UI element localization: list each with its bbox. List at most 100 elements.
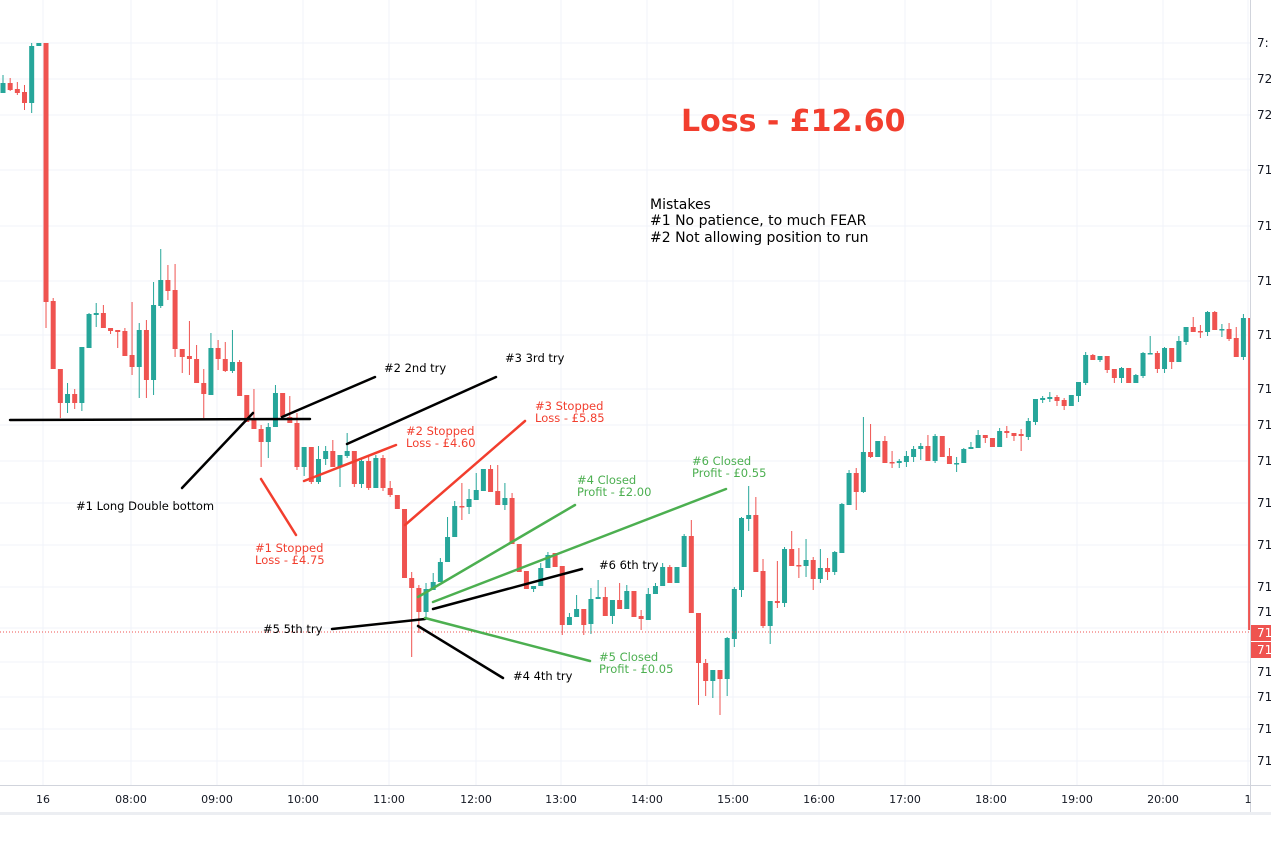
- candle-body: [330, 451, 336, 467]
- candle: [1154, 351, 1160, 373]
- candle-body: [574, 609, 580, 617]
- candle: [129, 302, 135, 375]
- candle: [315, 446, 321, 484]
- mistake-1: #1 No patience, to much FEAR: [650, 213, 867, 229]
- candle: [373, 455, 379, 488]
- result-4-line: [416, 503, 577, 599]
- candle: [186, 321, 192, 375]
- candle: [796, 548, 802, 578]
- result-6-amount: Profit - £0.55: [692, 466, 766, 480]
- candle: [50, 298, 56, 369]
- candle-body: [1025, 421, 1031, 437]
- candle: [602, 587, 608, 616]
- candle-body: [638, 616, 644, 619]
- candle-body: [903, 456, 909, 462]
- candle-body: [1097, 356, 1103, 360]
- total-loss-label: Loss - £12.60: [681, 104, 906, 139]
- candle-body: [645, 594, 651, 620]
- candle: [803, 539, 809, 577]
- candle: [1240, 314, 1246, 360]
- candle: [215, 340, 221, 370]
- candle: [366, 455, 372, 490]
- candle-body: [409, 578, 415, 588]
- candle: [717, 670, 723, 715]
- candle: [753, 497, 759, 572]
- candle-body: [93, 313, 99, 315]
- candle-body: [918, 446, 924, 449]
- candle-body: [609, 600, 615, 616]
- candle: [359, 458, 364, 488]
- candlestick-chart[interactable]: #1 Long Double bottom #2 2nd try #3 3rd …: [0, 0, 1271, 812]
- candle: [617, 583, 623, 609]
- candle-body: [531, 586, 537, 589]
- candle-body: [1226, 329, 1232, 339]
- candle-body: [961, 449, 967, 463]
- candle: [559, 566, 565, 635]
- candle: [251, 389, 257, 429]
- time-axis-labels[interactable]: 16 08:00 09:00 10:00 11:00 12:00 13:00 14:00 15:…: [36, 793, 1252, 806]
- result-6-line: [431, 487, 728, 604]
- try-6-label: #6 6th try: [599, 558, 659, 572]
- price-tick-label: 71: [1257, 274, 1271, 288]
- candle: [208, 333, 214, 395]
- candle-body: [359, 461, 364, 484]
- candle-body: [767, 601, 773, 626]
- candle-body: [1004, 431, 1010, 433]
- candle: [1097, 356, 1103, 362]
- candle-body: [789, 549, 795, 566]
- candle-body: [294, 423, 300, 467]
- candle: [896, 459, 902, 468]
- candle: [1197, 325, 1203, 338]
- candle: [545, 552, 551, 568]
- candle-body: [50, 301, 56, 369]
- candle-body: [459, 506, 465, 508]
- candle: [466, 489, 472, 514]
- candle: [724, 637, 730, 696]
- price-tick-label: 71: [1257, 163, 1271, 177]
- candle-body: [939, 436, 945, 457]
- candle: [1032, 399, 1038, 425]
- candle-body: [1212, 312, 1218, 330]
- candle: [810, 557, 816, 590]
- candle: [1018, 429, 1024, 451]
- candle-body: [495, 491, 501, 505]
- candle-body: [774, 601, 780, 603]
- candle-body: [1054, 397, 1060, 401]
- candle: [1111, 369, 1117, 383]
- time-tick-label: 16:00: [803, 793, 835, 806]
- candle: [1054, 395, 1060, 406]
- candle: [595, 580, 601, 599]
- candle-body: [846, 473, 852, 505]
- candle: [452, 501, 458, 537]
- price-tick-label: 71: [1257, 454, 1271, 468]
- candle-body: [516, 544, 522, 572]
- candle: [531, 586, 537, 592]
- candle-body: [14, 89, 20, 93]
- candle: [631, 591, 637, 617]
- candle-body: [588, 599, 594, 624]
- candle: [1025, 418, 1031, 440]
- candle: [351, 451, 357, 487]
- candle-body: [416, 588, 422, 612]
- candle-body: [1011, 433, 1017, 436]
- candle: [1140, 352, 1146, 378]
- candle: [480, 469, 486, 491]
- result-1-line: [259, 477, 298, 537]
- time-tick-label: 19:00: [1061, 793, 1093, 806]
- candle-body: [445, 537, 451, 562]
- time-tick-label: 1: [1245, 793, 1252, 806]
- price-axis[interactable]: [1251, 0, 1271, 785]
- price-tick-label: 71: [1257, 382, 1271, 396]
- candle: [638, 610, 644, 630]
- candle-body: [853, 473, 859, 492]
- result-2-amount: Loss - £4.60: [406, 436, 476, 450]
- candle: [1190, 317, 1196, 332]
- candle-body: [552, 553, 558, 567]
- candle-body: [1176, 341, 1182, 362]
- candle-body: [280, 393, 286, 417]
- candle-body: [366, 461, 372, 488]
- candle: [703, 659, 709, 696]
- candle-body: [165, 280, 171, 291]
- candle: [760, 559, 766, 628]
- candle: [244, 395, 250, 422]
